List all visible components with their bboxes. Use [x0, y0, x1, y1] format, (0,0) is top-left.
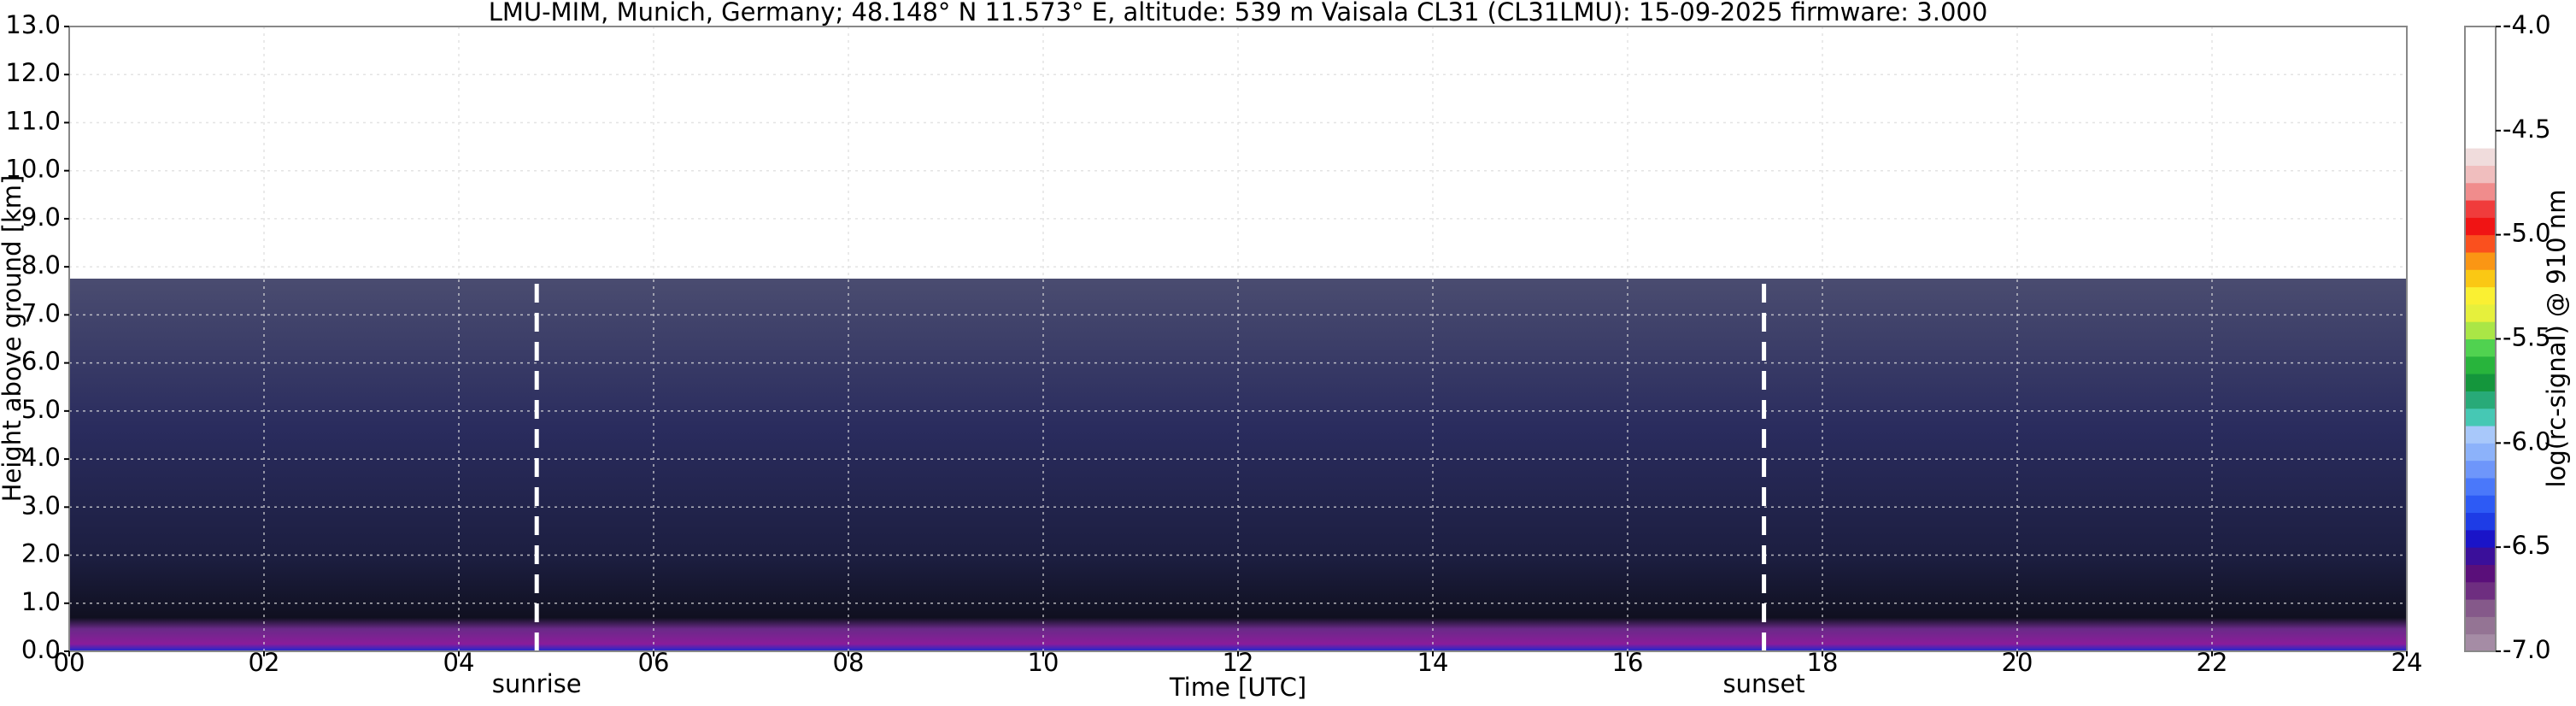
colorbar-segment — [2465, 165, 2496, 184]
colorbar-segment — [2465, 321, 2496, 339]
colorbar-segment — [2465, 96, 2496, 115]
colorbar-segment — [2465, 529, 2496, 548]
colorbar-segment — [2465, 217, 2496, 236]
colorbar-segment — [2465, 599, 2496, 617]
colorbar-segment — [2465, 477, 2496, 496]
colorbar-segment — [2465, 408, 2496, 427]
y-axis-label: Height above ground [km] — [0, 175, 26, 503]
y-tick-label: 3.0 — [21, 491, 61, 520]
y-tick-label: 13.0 — [5, 10, 61, 39]
colorbar-segment — [2465, 581, 2496, 600]
colorbar-segment — [2465, 391, 2496, 409]
colorbar-tick-label: -6.5 — [2503, 531, 2551, 560]
colorbar-segment — [2465, 130, 2496, 149]
y-tick-label: 11.0 — [5, 106, 61, 135]
colorbar-segment — [2465, 338, 2496, 357]
y-tick-label: 8.0 — [21, 250, 61, 279]
chart-title: LMU-MIM, Munich, Germany; 48.148° N 11.5… — [489, 0, 1988, 26]
colorbar-segment — [2465, 200, 2496, 218]
colorbar-tick-label: -6.0 — [2503, 427, 2551, 456]
colorbar-segment — [2465, 78, 2496, 97]
colorbar-segment — [2465, 547, 2496, 565]
colorbar-segment — [2465, 374, 2496, 391]
colorbar-segment — [2465, 616, 2496, 635]
y-tick-label: 10.0 — [5, 155, 61, 184]
colorbar-segment — [2465, 512, 2496, 531]
colorbar-segment — [2465, 633, 2496, 652]
annotation-label: sunrise — [492, 669, 582, 698]
colorbar-segment — [2465, 26, 2496, 44]
colorbar-segment — [2465, 495, 2496, 514]
colorbar-segment — [2465, 426, 2496, 444]
y-tick-label: 1.0 — [21, 587, 61, 616]
y-tick-label: 7.0 — [21, 298, 61, 327]
colorbar-segment — [2465, 182, 2496, 201]
colorbar-tick-label: -5.0 — [2503, 219, 2551, 248]
y-tick-label: 12.0 — [5, 58, 61, 87]
colorbar-segment — [2465, 356, 2496, 374]
colorbar-segment — [2465, 269, 2496, 288]
x-axis-label: Time [UTC] — [1169, 673, 1306, 702]
colorbar-segment — [2465, 113, 2496, 132]
colorbar-tick-label: -7.0 — [2503, 635, 2551, 664]
colorbar-tick-label: -4.5 — [2503, 115, 2551, 144]
y-tick-label: 5.0 — [21, 395, 61, 424]
annotation-label: sunset — [1722, 669, 1804, 698]
colorbar-segment — [2465, 61, 2496, 79]
y-tick-label: 6.0 — [21, 347, 61, 376]
colorbar-label: log(rc-signal) @ 910 nm — [2542, 190, 2571, 488]
colorbar-tick-label: -4.0 — [2503, 10, 2551, 39]
colorbar-tick-label: -5.5 — [2503, 323, 2551, 352]
y-tick-label: 9.0 — [21, 203, 61, 232]
colorbar-segment — [2465, 148, 2496, 166]
y-tick-label: 4.0 — [21, 443, 61, 472]
colorbar-segment — [2465, 443, 2496, 462]
y-tick-label: 0.0 — [21, 635, 61, 664]
colorbar-segment — [2465, 460, 2496, 479]
colorbar-segment — [2465, 44, 2496, 62]
colorbar-segment — [2465, 286, 2496, 305]
colorbar-segment — [2465, 234, 2496, 253]
colorbar-segment — [2465, 303, 2496, 322]
colorbar-segment — [2465, 564, 2496, 583]
colorbar-segment — [2465, 251, 2496, 270]
y-tick-label: 2.0 — [21, 539, 61, 568]
